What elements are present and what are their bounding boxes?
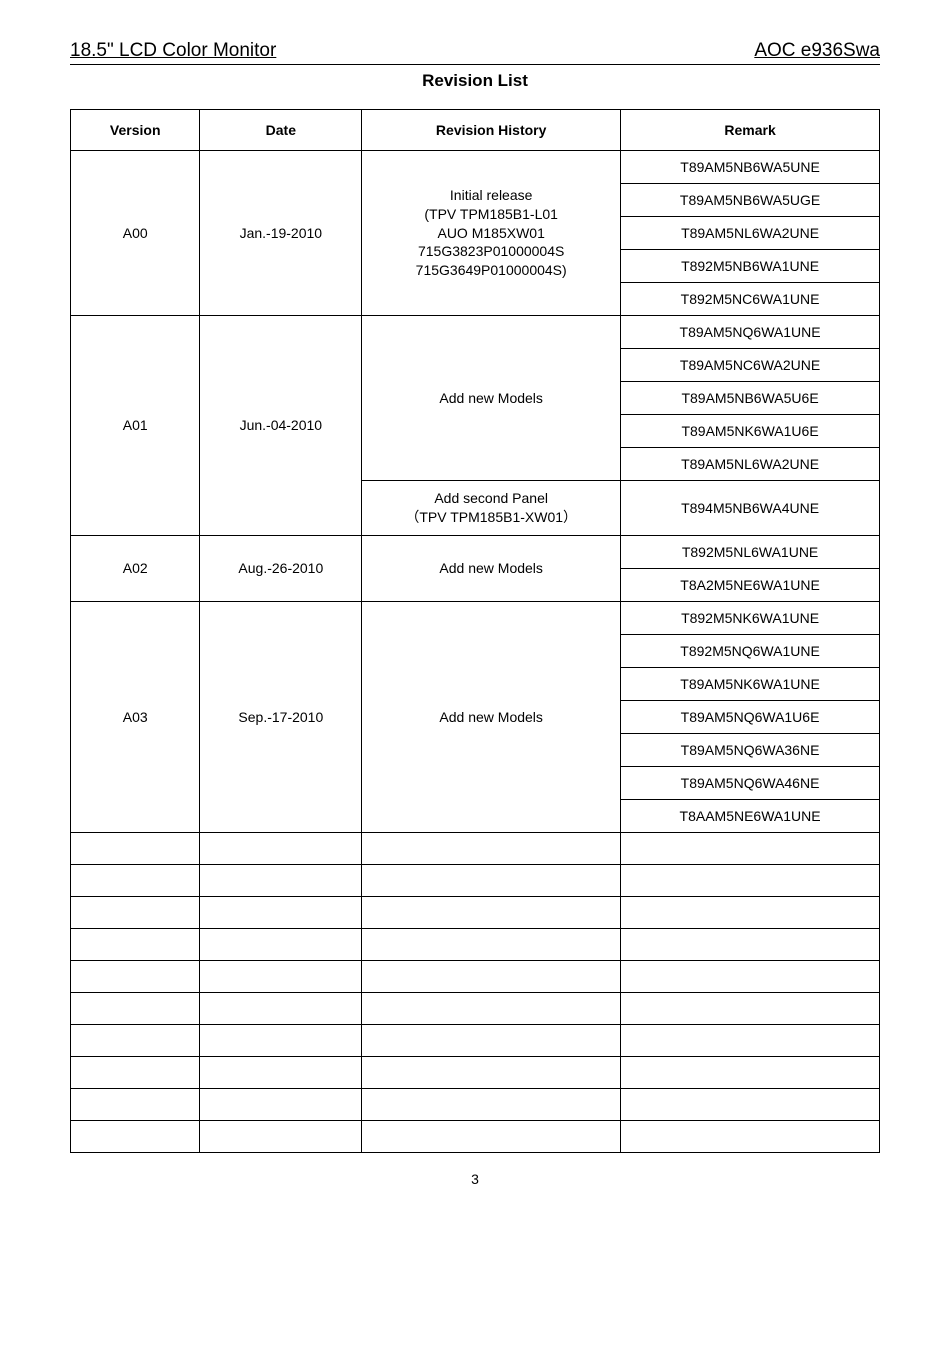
header-right: AOC e936Swa [754,40,880,62]
page-title: Revision List [70,71,880,91]
cell-version: A00 [71,151,200,316]
empty-row [71,1024,880,1056]
cell-version: A03 [71,601,200,832]
header-left: 18.5" LCD Color Monitor [70,40,276,62]
cell-remark: T8AAM5NE6WA1UNE [621,799,880,832]
cell-history: Add new Models [362,535,621,601]
page-number: 3 [70,1171,880,1187]
cell-history: Add new Models [362,601,621,832]
cell-remark: T89AM5NB6WA5U6E [621,382,880,415]
cell-date: Aug.-26-2010 [200,535,362,601]
empty-row [71,896,880,928]
cell-remark: T89AM5NQ6WA36NE [621,733,880,766]
empty-row [71,1120,880,1152]
table-row: A02 Aug.-26-2010 Add new Models T892M5NL… [71,535,880,568]
cell-remark: T8A2M5NE6WA1UNE [621,568,880,601]
cell-remark: T892M5NQ6WA1UNE [621,634,880,667]
cell-remark: T894M5NB6WA4UNE [621,481,880,536]
empty-row [71,928,880,960]
table-row: A00 Jan.-19-2010 Initial release(TPV TPM… [71,151,880,184]
cell-version: A02 [71,535,200,601]
cell-remark: T892M5NC6WA1UNE [621,283,880,316]
cell-history: Initial release(TPV TPM185B1-L01AUO M185… [362,151,621,316]
cell-history: Add new Models [362,316,621,481]
cell-remark: T89AM5NQ6WA1UNE [621,316,880,349]
cell-remark: T89AM5NC6WA2UNE [621,349,880,382]
header-row: 18.5" LCD Color Monitor AOC e936Swa [70,40,880,65]
cell-history: Add second Panel（TPV TPM185B1-XW01） [362,481,621,536]
cell-remark: T89AM5NQ6WA46NE [621,766,880,799]
empty-row [71,1088,880,1120]
cell-remark: T892M5NK6WA1UNE [621,601,880,634]
col-header-date: Date [200,110,362,151]
page: 18.5" LCD Color Monitor AOC e936Swa Revi… [0,0,950,1207]
cell-version: A01 [71,316,200,536]
col-header-history: Revision History [362,110,621,151]
empty-row [71,864,880,896]
cell-remark: T89AM5NL6WA2UNE [621,217,880,250]
table-row: A01 Jun.-04-2010 Add new Models T89AM5NQ… [71,316,880,349]
empty-row [71,960,880,992]
table-header-row: Version Date Revision History Remark [71,110,880,151]
cell-remark: T89AM5NB6WA5UNE [621,151,880,184]
table-row: A03 Sep.-17-2010 Add new Models T892M5NK… [71,601,880,634]
col-header-version: Version [71,110,200,151]
col-header-remark: Remark [621,110,880,151]
cell-remark: T892M5NB6WA1UNE [621,250,880,283]
empty-row [71,832,880,864]
revision-table: Version Date Revision History Remark A00… [70,109,880,1153]
cell-remark: T89AM5NQ6WA1U6E [621,700,880,733]
cell-remark: T892M5NL6WA1UNE [621,535,880,568]
cell-remark: T89AM5NK6WA1U6E [621,415,880,448]
cell-remark: T89AM5NB6WA5UGE [621,184,880,217]
cell-remark: T89AM5NK6WA1UNE [621,667,880,700]
cell-date: Jun.-04-2010 [200,316,362,536]
empty-row [71,1056,880,1088]
cell-remark: T89AM5NL6WA2UNE [621,448,880,481]
empty-row [71,992,880,1024]
cell-date: Sep.-17-2010 [200,601,362,832]
cell-date: Jan.-19-2010 [200,151,362,316]
